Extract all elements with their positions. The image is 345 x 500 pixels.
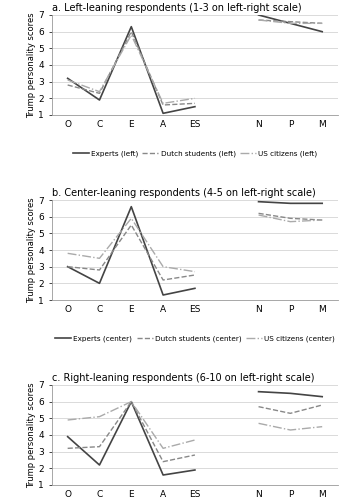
- Dutch students (right): [129, 398, 134, 404]
- Line: Experts (center): Experts (center): [68, 206, 195, 295]
- Dutch students (left): [129, 28, 134, 34]
- Experts (left): [97, 97, 101, 103]
- Dutch students (center): [193, 272, 197, 278]
- Experts (center): [129, 204, 134, 210]
- Experts (center): [161, 292, 165, 298]
- Dutch students (left): [66, 82, 70, 88]
- Dutch students (center): [129, 222, 134, 228]
- US citizens (center): [66, 250, 70, 256]
- Dutch students (left): [161, 102, 165, 108]
- Line: Experts (right): Experts (right): [68, 402, 195, 475]
- Text: b. Center-leaning respondents (4-5 on left-right scale): b. Center-leaning respondents (4-5 on le…: [52, 188, 315, 198]
- Experts (right): [161, 472, 165, 478]
- US citizens (left): [193, 96, 197, 102]
- Dutch students (left): [193, 100, 197, 106]
- Dutch students (right): [193, 452, 197, 458]
- US citizens (left): [129, 32, 134, 38]
- Dutch students (left): [97, 90, 101, 96]
- US citizens (right): [129, 398, 134, 404]
- US citizens (left): [97, 88, 101, 94]
- Text: a. Left-leaning respondents (1-3 on left-right scale): a. Left-leaning respondents (1-3 on left…: [52, 3, 302, 13]
- Dutch students (center): [97, 267, 101, 273]
- Y-axis label: Trump personality scores: Trump personality scores: [27, 12, 36, 118]
- US citizens (right): [66, 417, 70, 423]
- US citizens (left): [66, 77, 70, 83]
- US citizens (center): [97, 256, 101, 262]
- Experts (center): [66, 264, 70, 270]
- Line: Dutch students (left): Dutch students (left): [68, 32, 195, 105]
- Line: Experts (left): Experts (left): [68, 26, 195, 114]
- Experts (right): [129, 398, 134, 404]
- Legend: Experts (center), Dutch students (center), US citizens (center): Experts (center), Dutch students (center…: [56, 336, 334, 342]
- Line: Dutch students (right): Dutch students (right): [68, 402, 195, 462]
- US citizens (left): [161, 100, 165, 106]
- US citizens (right): [97, 414, 101, 420]
- Experts (center): [97, 280, 101, 286]
- Y-axis label: Trump personality scores: Trump personality scores: [27, 382, 36, 488]
- Legend: Experts (left), Dutch students (left), US citizens (left): Experts (left), Dutch students (left), U…: [73, 150, 317, 157]
- Line: Dutch students (center): Dutch students (center): [68, 225, 195, 280]
- Dutch students (center): [66, 264, 70, 270]
- Experts (left): [193, 104, 197, 110]
- Experts (left): [161, 110, 165, 116]
- Experts (left): [66, 76, 70, 82]
- Dutch students (right): [161, 458, 165, 464]
- Line: US citizens (left): US citizens (left): [68, 35, 195, 103]
- Experts (left): [129, 24, 134, 30]
- Text: c. Right-leaning respondents (6-10 on left-right scale): c. Right-leaning respondents (6-10 on le…: [52, 373, 314, 383]
- US citizens (center): [129, 216, 134, 222]
- Experts (right): [66, 434, 70, 440]
- Experts (center): [193, 286, 197, 292]
- Experts (right): [97, 462, 101, 468]
- Experts (right): [193, 467, 197, 473]
- US citizens (right): [193, 437, 197, 443]
- US citizens (right): [161, 446, 165, 452]
- Y-axis label: Trump personality scores: Trump personality scores: [27, 197, 36, 303]
- US citizens (center): [161, 264, 165, 270]
- Line: US citizens (right): US citizens (right): [68, 402, 195, 448]
- Line: US citizens (center): US citizens (center): [68, 218, 195, 272]
- Dutch students (right): [66, 446, 70, 452]
- Dutch students (right): [97, 444, 101, 450]
- Dutch students (center): [161, 277, 165, 283]
- US citizens (center): [193, 268, 197, 274]
